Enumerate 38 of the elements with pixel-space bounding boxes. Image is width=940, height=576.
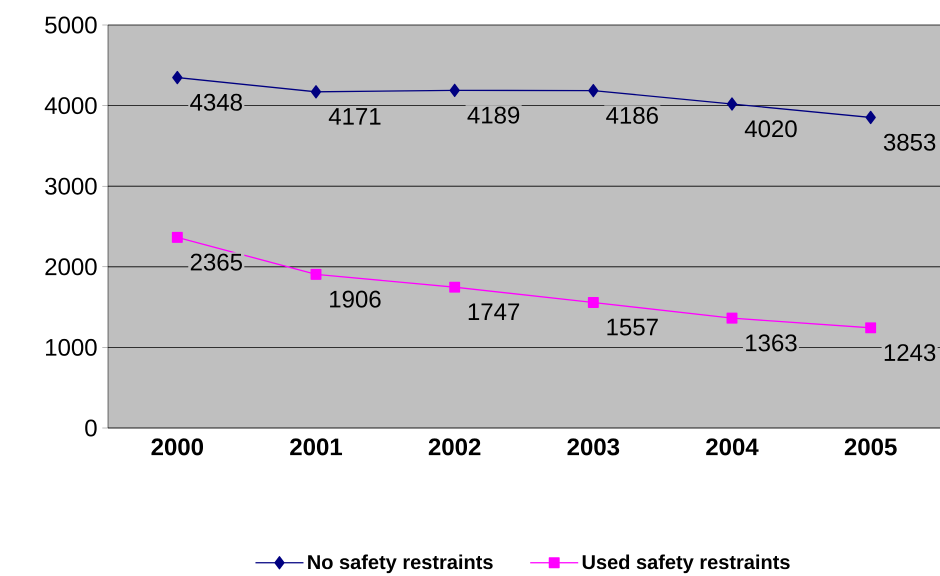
point: [726, 312, 738, 324]
data-label: 3853: [884, 134, 936, 151]
data-label: 1243: [884, 344, 936, 362]
point: [588, 297, 599, 308]
x-tick-label: 2002: [428, 438, 480, 456]
data-label: 2365: [190, 254, 242, 271]
y-tick-label: 0: [85, 419, 97, 436]
x-tick-label: 2003: [567, 438, 620, 456]
data-label: 4020: [744, 120, 797, 138]
data-label: 4171: [328, 108, 380, 125]
point: [865, 110, 876, 124]
y-tick-label: 2000: [45, 258, 97, 276]
y-tick-label: 3000: [45, 178, 97, 195]
data-label: 1747: [468, 303, 520, 320]
point: [726, 97, 738, 111]
point: [449, 282, 460, 293]
y-tick-label: 1000: [46, 338, 97, 356]
legend-label: No safety restraints: [308, 554, 493, 574]
x-tick-label: 2000: [151, 438, 204, 456]
point: [865, 322, 876, 334]
data-label: 1363: [746, 334, 797, 352]
x-tick-label: 2001: [290, 438, 342, 456]
point: [172, 70, 183, 84]
x-tick-label: 2004: [706, 438, 759, 456]
data-label: 4348: [190, 94, 242, 111]
legend-label: Used safety restraints: [582, 554, 790, 574]
point: [310, 85, 322, 98]
point: [450, 84, 460, 98]
point: [588, 84, 599, 98]
point: [310, 268, 322, 280]
data-label: 4186: [606, 106, 658, 124]
y-tick-label: 4000: [44, 97, 97, 114]
data-label: 4189: [467, 106, 520, 124]
data-label: 1557: [607, 318, 658, 336]
point: [172, 232, 183, 243]
y-tick-label: 5000: [45, 16, 97, 34]
x-tick-label: 2005: [844, 438, 897, 456]
data-label: 1906: [330, 290, 381, 308]
